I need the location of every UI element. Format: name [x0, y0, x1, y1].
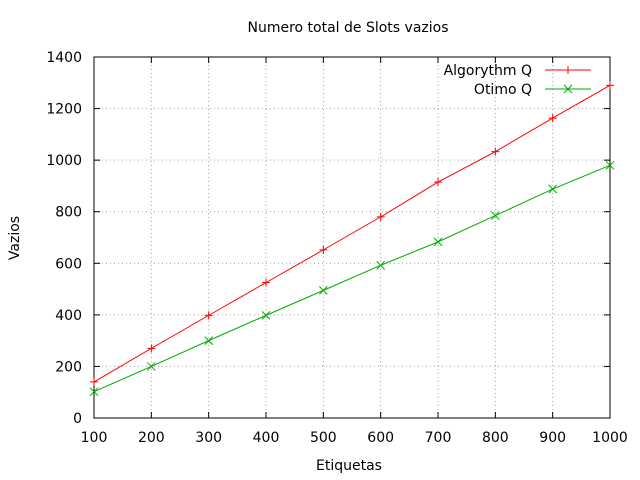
- y-tick-label: 800: [55, 205, 82, 221]
- data-point-algorythm-q: [434, 178, 442, 187]
- data-point-otimo-q: [376, 260, 386, 270]
- data-point-otimo-q: [490, 211, 500, 220]
- chart-title: Numero total de Slots vazios: [247, 20, 448, 36]
- legend-marker-otimo-q: [563, 84, 573, 94]
- legend-marker-algorythm-q: [564, 66, 572, 74]
- legend-label-algorythm-q: Algorythm Q: [444, 63, 532, 79]
- x-tick-label: 900: [539, 430, 566, 446]
- data-point-algorythm-q: [90, 377, 98, 386]
- data-point-otimo-q: [261, 311, 271, 320]
- series-line-otimo-q: [93, 164, 611, 393]
- x-axis-label: Etiquetas: [316, 458, 382, 474]
- data-point-otimo-q: [548, 184, 558, 194]
- x-tick-label: 700: [425, 430, 452, 446]
- x-tick-label: 600: [367, 430, 394, 446]
- series-line-algorythm-q: [93, 84, 611, 383]
- data-point-algorythm-q: [606, 81, 614, 90]
- data-point-otimo-q: [605, 160, 615, 170]
- grid-lines: [94, 57, 610, 418]
- data-point-algorythm-q: [262, 278, 270, 287]
- x-tick-label: 800: [482, 430, 509, 446]
- y-tick-label: 600: [55, 256, 82, 272]
- x-tick-label: 200: [138, 430, 165, 446]
- legend: Algorythm Q Otimo Q: [444, 63, 591, 98]
- plot-frame: [93, 56, 611, 419]
- y-tick-label: 400: [55, 308, 82, 324]
- data-point-algorythm-q: [491, 147, 500, 156]
- data-point-algorythm-q: [548, 114, 557, 123]
- x-tick-label: 300: [195, 430, 222, 446]
- legend-label-otimo-q: Otimo Q: [474, 82, 532, 98]
- x-tick-label: 1000: [592, 430, 628, 446]
- axes: 100 200 300 400 500 600 700 800 900 1000 0 200 400 60…: [46, 50, 627, 446]
- x-tick-label: 400: [253, 430, 280, 446]
- data-point-otimo-q: [433, 237, 443, 247]
- data-point-algorythm-q: [376, 212, 385, 221]
- y-tick-label: 1200: [46, 102, 82, 118]
- y-axis-label: Vazios: [7, 216, 23, 260]
- data-point-algorythm-q: [204, 311, 213, 320]
- data-point-algorythm-q: [147, 344, 156, 353]
- x-tick-label: 100: [81, 430, 108, 446]
- data-point-otimo-q: [89, 387, 99, 397]
- y-tick-label: 1400: [46, 50, 82, 66]
- y-tick-label: 1000: [46, 153, 82, 169]
- data-point-otimo-q: [204, 336, 214, 345]
- data-point-otimo-q: [146, 362, 156, 371]
- data-point-otimo-q: [318, 286, 328, 295]
- y-tick-label: 200: [55, 359, 82, 375]
- x-tick-label: 500: [310, 430, 337, 446]
- data-point-algorythm-q: [319, 245, 328, 254]
- series-layer: [89, 81, 615, 397]
- y-tick-label: 0: [73, 411, 82, 427]
